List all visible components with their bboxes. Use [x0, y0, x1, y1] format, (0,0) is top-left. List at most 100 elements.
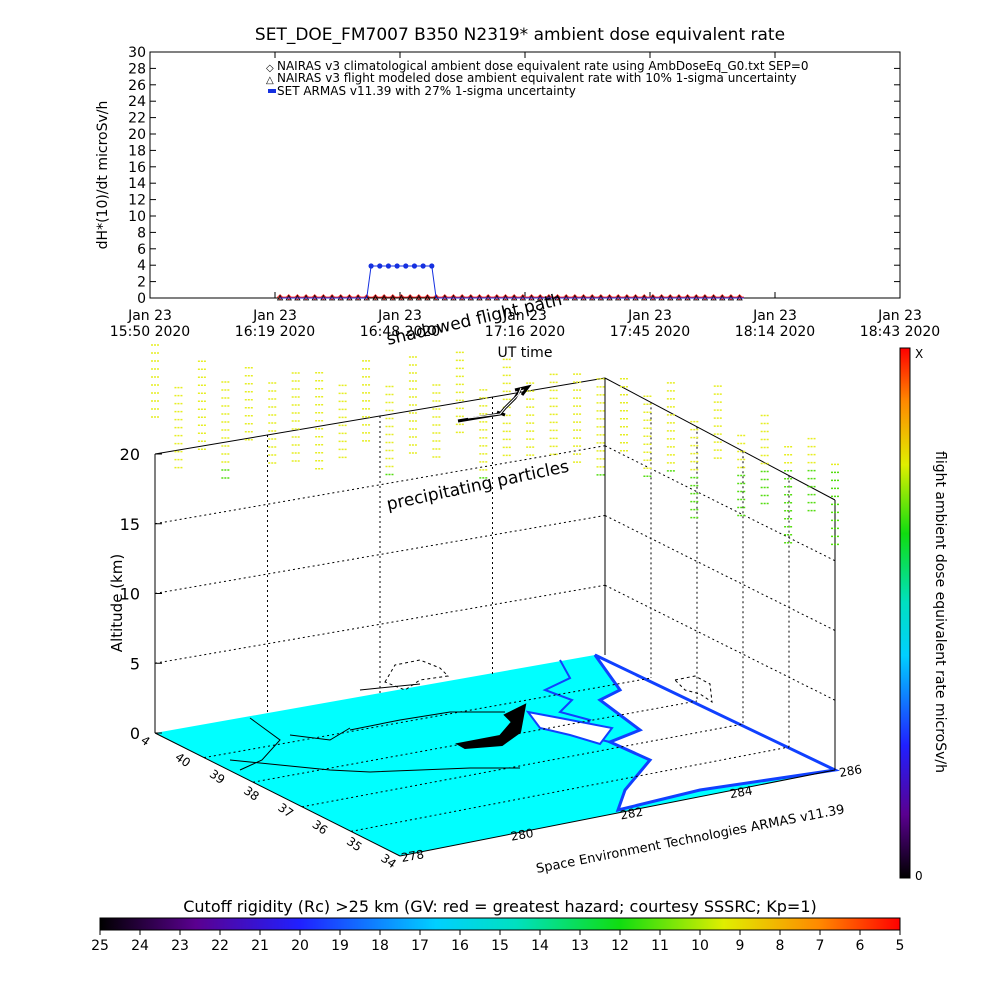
- cutoff-rigidity-gradient: [99, 917, 901, 931]
- latitude-tick-label: 36: [310, 817, 331, 837]
- ocean-region: [593, 653, 841, 813]
- cutoff-rigidity-colorbar: Cutoff rigidity (Rc) >25 km (GV: red = g…: [91, 897, 904, 954]
- state-borders: [229, 711, 520, 773]
- dashed-outline-b: [673, 675, 713, 704]
- ground-line: [359, 683, 421, 691]
- cutoff-rigidity-tick-label: 14: [531, 938, 549, 954]
- grid-line-floor: [252, 700, 698, 783]
- altitude-axis-label: Altitude (km): [108, 554, 126, 652]
- cutoff-rigidity-tick-label: 10: [691, 938, 709, 954]
- x-tick-label-date: Jan 23: [627, 308, 672, 324]
- legend-entry-armas: SET ARMAS v11.39 with 27% 1-sigma uncert…: [268, 84, 576, 98]
- y-tick-label: 28: [128, 61, 146, 77]
- armas-point: [429, 263, 435, 269]
- x-tick-label-time: 16:48 2020: [360, 324, 440, 340]
- x-tick-label-date: Jan 23: [752, 308, 797, 324]
- ground-flight-path: [455, 703, 527, 750]
- legend-marker-nairas-flight: △: [266, 75, 274, 86]
- cutoff-rigidity-tick-label: 19: [331, 938, 349, 954]
- series-line-armas: [280, 265, 744, 299]
- x-tick-label-date: Jan 23: [127, 308, 172, 324]
- armas-point: [394, 263, 400, 269]
- cutoff-rigidity-tick-label: 21: [251, 938, 269, 954]
- cutoff-rigidity-tick-label: 17: [411, 938, 429, 954]
- x-tick-label-time: 17:16 2020: [485, 324, 565, 340]
- precipitating-particles: [151, 344, 839, 546]
- y-tick-label: 8: [137, 225, 146, 241]
- x-tick-label-time: 16:19 2020: [235, 324, 315, 340]
- airborne-flight-path-arrow: [467, 387, 522, 419]
- nairas-flight-point: [398, 294, 405, 301]
- cutoff-rigidity-tick-label: 12: [611, 938, 629, 954]
- armas-point: [420, 263, 426, 269]
- y-tick-label: 22: [128, 111, 146, 127]
- y-tick-label: 18: [128, 143, 146, 159]
- cutoff-rigidity-tick-label: 6: [856, 938, 865, 954]
- dose-rate-chart: SET_DOE_FM7007 B350 N2319* ambient dose …: [95, 25, 940, 361]
- armas-point: [368, 263, 374, 269]
- legend-entry-nairas-flight: △ NAIRAS v3 flight modeled dose ambient …: [266, 71, 797, 86]
- grid-line-floor: [203, 677, 652, 759]
- altitude-tick-label: 5: [130, 654, 140, 673]
- y-tick-label: 4: [137, 258, 146, 274]
- dose-colorbar-bottom-label: 0: [915, 869, 923, 883]
- box-frame: [154, 377, 836, 857]
- cutoff-rigidity-tick-label: 15: [491, 938, 509, 954]
- altitude-tick-label: 15: [120, 515, 140, 534]
- cutoff-rigidity-tick-label: 23: [171, 938, 189, 954]
- cutoff-rigidity-tick-label: 25: [91, 938, 109, 954]
- nairas-flight-point: [424, 294, 431, 301]
- cutoff-rigidity-tick-label: 11: [651, 938, 669, 954]
- altitude-tick-label: 0: [130, 724, 140, 743]
- grid-line-side: [604, 515, 836, 631]
- altitude-tick-label: 20: [120, 445, 140, 464]
- y-tick-label: 24: [128, 94, 146, 110]
- y-tick-label: 2: [137, 275, 146, 291]
- cutoff-rigidity-title: Cutoff rigidity (Rc) >25 km (GV: red = g…: [183, 897, 817, 916]
- latitude-tick-label: 4: [138, 733, 152, 749]
- x-tick-label-date: Jan 23: [252, 308, 297, 324]
- bay-region: [525, 710, 614, 746]
- y-tick-label: 14: [128, 176, 146, 192]
- nairas-flight-point: [372, 294, 379, 301]
- x-tick-label-time: 17:45 2020: [610, 324, 690, 340]
- x-tick-label-date: Jan 23: [377, 308, 422, 324]
- legend: ◇ NAIRAS v3 climatological ambient dose …: [266, 59, 809, 98]
- latitude-tick-label: 40: [173, 750, 194, 770]
- dose-colorbar-gradient: [899, 347, 911, 879]
- longitude-ticks: 278 280 282 284 286: [400, 762, 863, 865]
- x-tick-label-date: Jan 23: [877, 308, 922, 324]
- armas-point: [411, 263, 418, 269]
- x-tick-label-time: 18:14 2020: [735, 324, 815, 340]
- nairas-flight-point: [406, 294, 414, 301]
- y-tick-label: 30: [128, 45, 146, 61]
- longitude-tick-label: 284: [729, 783, 754, 801]
- cutoff-rigidity-tick-label: 16: [451, 938, 469, 954]
- latitude-tick-label: 38: [241, 784, 262, 804]
- latitude-tick-label: 39: [207, 767, 228, 787]
- chart-title: SET_DOE_FM7007 B350 N2319* ambient dose …: [255, 25, 785, 45]
- altitude-tick-label: 10: [120, 585, 140, 604]
- cutoff-rigidity-tick-label: 9: [736, 938, 745, 954]
- cutoff-rigidity-tick-label: 8: [776, 938, 785, 954]
- x-tick-label-time: 15:50 2020: [110, 324, 190, 340]
- nairas-flight-point: [415, 294, 422, 301]
- grid-lines: [154, 397, 836, 832]
- y-tick-label: 16: [128, 160, 146, 176]
- longitude-tick-label: 286: [838, 762, 863, 780]
- altitude-ticks: 0 5 10 15 20: [120, 445, 162, 743]
- y-tick-label: 26: [128, 78, 146, 94]
- dashed-outline-a: [384, 659, 450, 691]
- armas-point: [385, 263, 392, 269]
- legend-label-nairas-clim: NAIRAS v3 climatological ambient dose eq…: [277, 59, 809, 73]
- x-tick-label-time: 18:43 2020: [860, 324, 940, 340]
- cutoff-rigidity-tick-label: 7: [816, 938, 825, 954]
- y-axis-label: dH*(10)/dt microSv/h: [95, 101, 111, 250]
- y-tick-label: 10: [128, 209, 146, 225]
- legend-label-armas: SET ARMAS v11.39 with 27% 1-sigma uncert…: [277, 84, 576, 98]
- armas-point: [403, 263, 409, 269]
- annotation-precipitating-particles: precipitating particles: [385, 457, 571, 515]
- dose-colorbar-top-label: X: [915, 347, 923, 361]
